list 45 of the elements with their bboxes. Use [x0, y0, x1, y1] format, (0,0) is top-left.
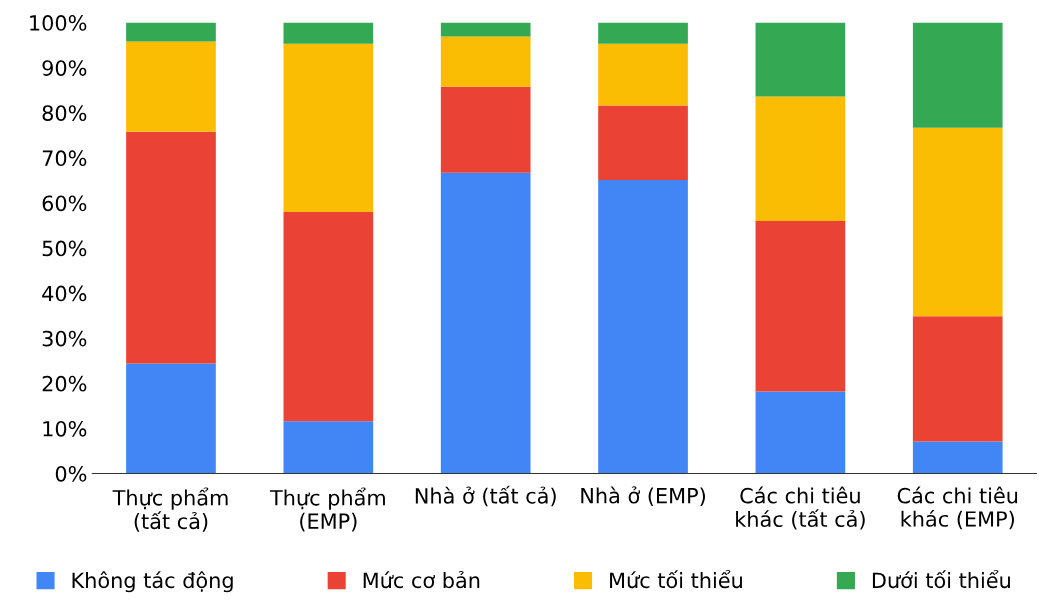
y-tick-label: 70% [42, 150, 87, 167]
legend-label: Mức tối thiểu [610, 570, 742, 589]
y-tick-label: 10% [43, 420, 87, 437]
legend-label: Mức cơ bản [363, 571, 480, 589]
y-tick-label: 40% [42, 285, 87, 302]
bar [126, 131, 216, 364]
x-tick-label: Thực phẩm (EMP) [269, 487, 385, 532]
y-tick-label: 20% [42, 375, 87, 392]
x-tick-label: Nhà ở (EMP) [581, 486, 705, 506]
x-tick-label: Nhà ở (tất cả) [415, 485, 556, 507]
y-tick-label: 60% [42, 195, 87, 212]
y-tick-label: 100% [30, 15, 87, 31]
bar [755, 22, 846, 97]
bar [440, 172, 531, 474]
bar [598, 105, 688, 180]
bar [912, 22, 1003, 128]
bar [283, 43, 374, 212]
y-tick-label: 30% [42, 330, 87, 347]
bar [912, 127, 1003, 317]
bar [283, 421, 374, 474]
y-tick-label: 80% [42, 105, 87, 121]
y-tick-label: 90% [42, 60, 87, 76]
y-tick-label: 0% [55, 465, 87, 482]
legend-label: Dưới tối thiểu [872, 570, 1010, 589]
bar [440, 36, 531, 87]
bar [440, 86, 531, 173]
legend-label: Không tác động [72, 571, 233, 593]
bar [912, 316, 1003, 442]
x-tick-label: Các chi tiêu khác (EMP) [897, 486, 1018, 530]
bar [283, 211, 374, 422]
bar [598, 22, 688, 44]
bar [912, 441, 1003, 474]
bar [440, 22, 531, 37]
bar [755, 96, 846, 222]
y-tick-label: 50% [42, 240, 87, 257]
bar [126, 41, 216, 132]
bar [126, 363, 216, 474]
bar [126, 22, 216, 42]
bar [755, 221, 846, 392]
bar [598, 179, 688, 474]
bar [598, 43, 688, 106]
bar [283, 22, 374, 44]
bar [755, 391, 846, 474]
x-tick-label: Thực phẩm (tất cả) [112, 487, 228, 532]
x-tick-label: Các chi tiêu khác (tất cả) [736, 486, 865, 530]
